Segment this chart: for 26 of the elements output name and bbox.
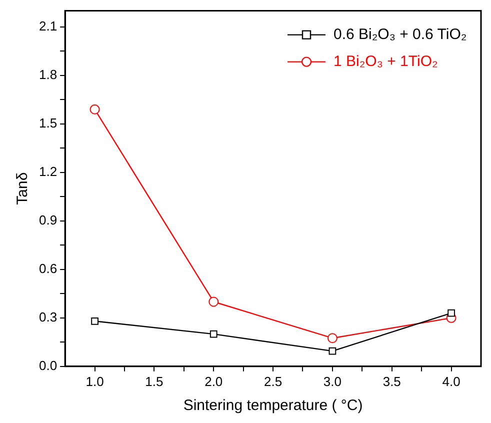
legend-label: 0.6 Bi₂O₃ + 0.6 TiO₂ <box>334 26 467 43</box>
point <box>208 296 219 307</box>
y-tick-label: 0.3 <box>38 309 58 324</box>
point <box>210 330 218 338</box>
point <box>90 104 100 114</box>
x-axis-title: Sintering temperature ( °C) <box>183 397 363 414</box>
x-tick-label: 3.5 <box>382 374 401 389</box>
x-tick-label: 1.0 <box>86 374 104 389</box>
y-tick-label: 0.6 <box>38 260 58 276</box>
y-tick-label: 0.9 <box>38 212 58 228</box>
legend-label: 1 Bi₂O₃ + 1TiO₂ <box>334 52 438 70</box>
y-tick-label: 2.1 <box>38 18 58 34</box>
y-tick-label: 1.5 <box>38 116 58 131</box>
y-tick-label: 1.8 <box>38 67 58 82</box>
x-tick-label: 2.0 <box>204 374 223 389</box>
point <box>91 317 98 325</box>
y-axis-title: Tanδ <box>14 172 32 205</box>
x-tick-label: 1.5 <box>145 374 164 389</box>
point <box>328 347 336 355</box>
y-tick-label: 0.0 <box>38 358 58 373</box>
x-tick-label: 3.0 <box>323 374 342 389</box>
x-tick-label: 2.5 <box>264 374 282 389</box>
point <box>448 309 455 317</box>
y-tick-label: 1.2 <box>38 164 58 180</box>
point <box>327 333 338 344</box>
x-tick-label: 4.0 <box>442 374 460 389</box>
